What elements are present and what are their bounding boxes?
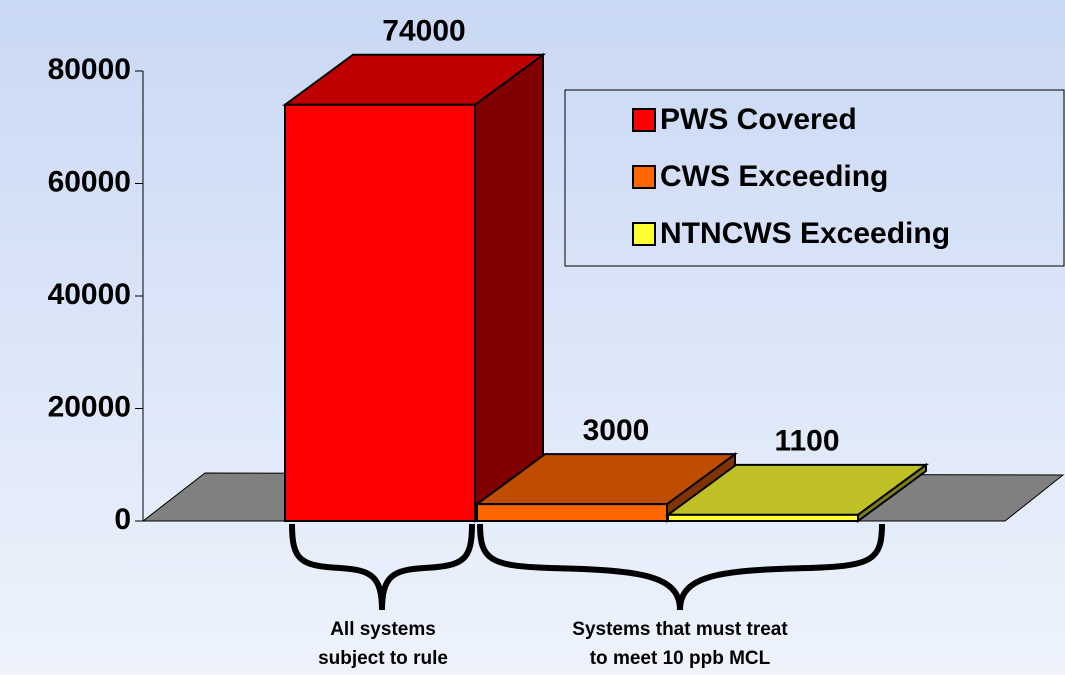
y-tick-label: 60000 (48, 165, 131, 198)
value-label: 74000 (382, 15, 465, 48)
y-tick-label: 80000 (48, 53, 131, 86)
legend-swatch (632, 108, 656, 132)
legend-swatch (632, 165, 656, 189)
legend-swatch (632, 222, 656, 246)
value-label: 1100 (774, 425, 839, 458)
bar (284, 103, 476, 522)
legend (564, 89, 1065, 267)
legend-label: NTNCWS Exceeding (660, 217, 950, 250)
y-tick-label: 0 (114, 503, 131, 536)
bar-side (474, 52, 544, 523)
annotation: to meet 10 ppb MCL (590, 648, 771, 669)
bar (476, 503, 668, 522)
annotation: Systems that must treat (572, 619, 788, 640)
y-tick-label: 20000 (48, 390, 131, 423)
annotation: All systems (330, 619, 436, 640)
legend-label: CWS Exceeding (660, 160, 888, 193)
annotation: subject to rule (318, 648, 448, 669)
y-tick-label: 40000 (48, 278, 131, 311)
bar (667, 513, 859, 522)
brace (477, 523, 885, 611)
legend-label: PWS Covered (660, 103, 857, 136)
brace (289, 523, 475, 611)
value-label: 3000 (583, 414, 650, 447)
